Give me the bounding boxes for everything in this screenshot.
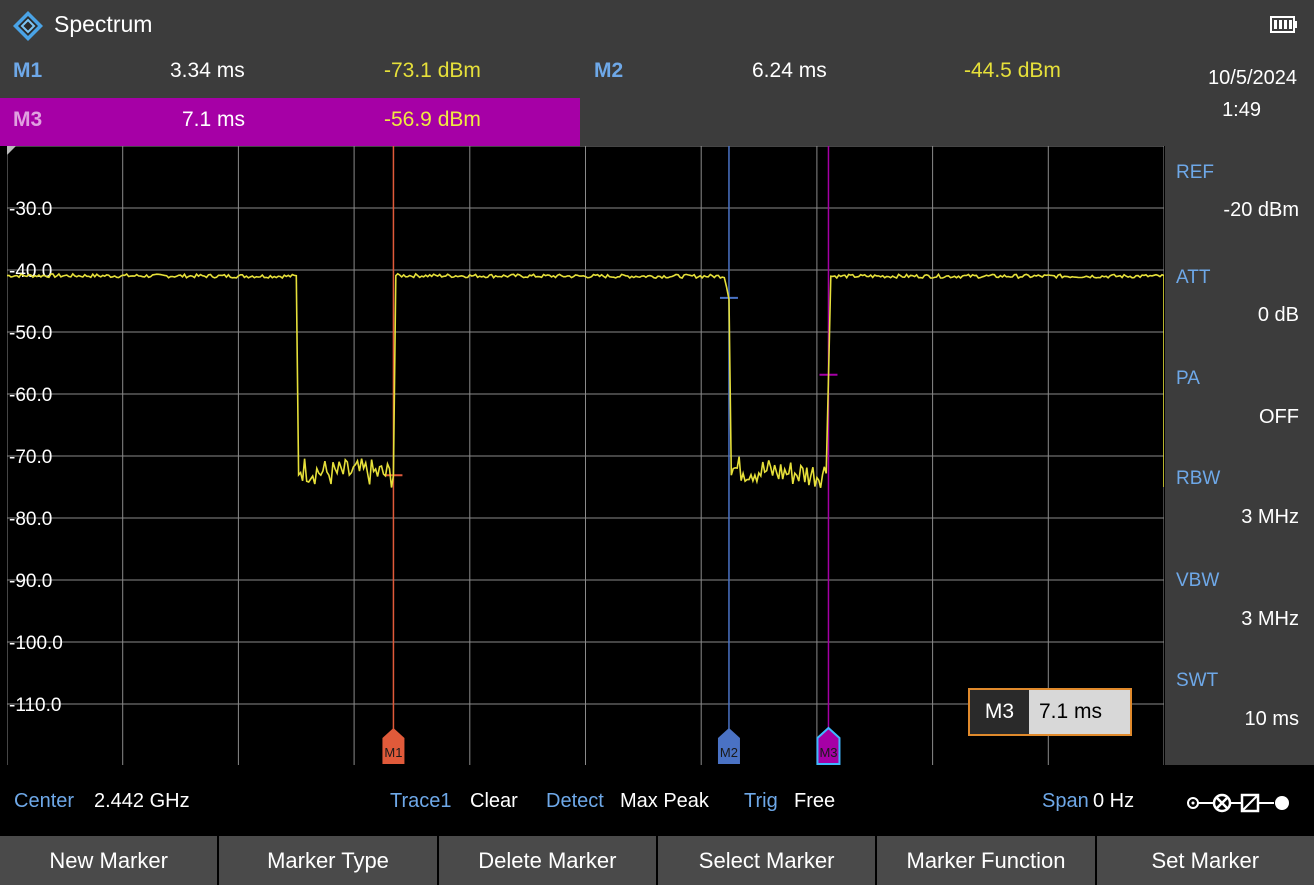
y-tick-label: -110.0 — [9, 695, 61, 716]
rbw-value[interactable]: 3 MHz — [1241, 506, 1299, 528]
marker-m1-name[interactable]: M1 — [13, 59, 43, 82]
marker-m3-level: -56.9 dBm — [384, 108, 481, 131]
vbw-label[interactable]: VBW — [1176, 570, 1220, 591]
marker-m3-name: M3 — [13, 108, 43, 131]
rbw-label[interactable]: RBW — [1176, 468, 1221, 489]
marker-readout-area: M1 3.34 ms -73.1 dBm M2 6.24 ms -44.5 dB… — [0, 49, 1165, 146]
marker-flags: M1 M2 M3 — [382, 726, 841, 765]
preamp-label[interactable]: PA — [1176, 368, 1200, 389]
trace-1-line — [7, 272, 1164, 488]
y-tick-label: -70.0 — [9, 447, 52, 468]
marker-m3-flag[interactable]: M3 — [816, 726, 841, 765]
battery-full-icon — [1270, 16, 1297, 33]
select-marker-softkey[interactable]: Select Marker — [657, 836, 876, 885]
span-label[interactable]: Span — [1042, 790, 1089, 812]
center-label[interactable]: Center — [14, 790, 75, 812]
marker-type-softkey[interactable]: Marker Type — [219, 836, 437, 885]
spectrum-plot[interactable]: -30.0 -40.0 -50.0 -60.0 -70.0 -80.0 -90.0 -100.… — [7, 146, 1164, 766]
ref-level-label[interactable]: REF — [1176, 162, 1214, 183]
marker-m2-flag[interactable]: M2 — [717, 728, 740, 764]
ref-level-value[interactable]: -20 dBm — [1223, 199, 1299, 221]
marker-function-softkey[interactable]: Marker Function — [877, 836, 1095, 885]
marker-m3-time: 7.1 ms — [182, 108, 246, 131]
new-marker-softkey[interactable]: New Marker — [0, 836, 218, 885]
marker-edit-value-input[interactable]: 7.1 ms — [1029, 690, 1130, 734]
marker-flag-label: M3 — [819, 745, 837, 760]
y-tick-label: -100.0 — [9, 633, 63, 654]
date-display: 10/5/2024 — [1208, 67, 1297, 89]
preamp-value[interactable]: OFF — [1259, 406, 1299, 428]
plot-grid — [7, 146, 1164, 766]
corner-indicator — [7, 146, 16, 155]
status-bar: Center 2.442 GHz Trace1 Clear Detect Max… — [0, 765, 1314, 836]
y-tick-label: -60.0 — [9, 385, 52, 406]
marker-m2-name[interactable]: M2 — [594, 59, 624, 82]
y-tick-label: -80.0 — [9, 509, 52, 530]
marker-m1-flag[interactable]: M1 — [382, 728, 405, 764]
input-connector-icon — [1187, 793, 1289, 813]
detect-label[interactable]: Detect — [546, 790, 604, 812]
rs-diamond-logo-icon[interactable] — [12, 10, 44, 42]
title-bar — [0, 0, 1314, 49]
marker-flag-label: M2 — [720, 745, 738, 760]
marker-row-m3-selected[interactable]: M3 7.1 ms -56.9 dBm — [0, 98, 580, 146]
trigger-label[interactable]: Trig — [744, 790, 778, 812]
y-tick-label: -90.0 — [9, 571, 52, 592]
detect-value[interactable]: Max Peak — [620, 790, 709, 812]
y-tick-label: -40.0 — [9, 261, 52, 282]
app-title: Spectrum — [54, 11, 153, 37]
delete-marker-softkey[interactable]: Delete Marker — [438, 836, 656, 885]
set-marker-softkey[interactable]: Set Marker — [1096, 836, 1314, 885]
y-tick-label: -30.0 — [9, 199, 52, 220]
time-display: 1:49 — [1222, 99, 1261, 121]
marker-flag-label: M1 — [384, 745, 402, 760]
softkey-bar: New Marker Marker Type Delete Marker Sel… — [0, 836, 1314, 885]
sweep-time-label[interactable]: SWT — [1176, 670, 1219, 691]
marker-edit-name: M3 — [970, 690, 1029, 734]
marker-m2-level: -44.5 dBm — [964, 59, 1061, 82]
sweep-time-value[interactable]: 10 ms — [1244, 708, 1299, 730]
settings-side-panel — [1165, 49, 1314, 765]
span-value[interactable]: 0 Hz — [1093, 790, 1135, 812]
attenuation-label[interactable]: ATT — [1176, 267, 1211, 288]
attenuation-value[interactable]: 0 dB — [1257, 304, 1299, 326]
trace-value[interactable]: Clear — [470, 790, 518, 812]
marker-m3-edit-box[interactable]: M3 7.1 ms — [968, 688, 1132, 736]
center-value[interactable]: 2.442 GHz — [94, 790, 190, 812]
vbw-value[interactable]: 3 MHz — [1241, 608, 1299, 630]
marker-m1-level: -73.1 dBm — [384, 59, 481, 82]
marker-row-m1-m2: M1 3.34 ms -73.1 dBm M2 6.24 ms -44.5 dB… — [0, 49, 1165, 97]
marker-m1-time: 3.34 ms — [170, 59, 245, 82]
marker-lines — [384, 146, 838, 738]
marker-m2-time: 6.24 ms — [752, 59, 827, 82]
trace-label[interactable]: Trace1 — [390, 790, 452, 812]
y-tick-label: -50.0 — [9, 323, 52, 344]
trigger-value[interactable]: Free — [794, 790, 836, 812]
